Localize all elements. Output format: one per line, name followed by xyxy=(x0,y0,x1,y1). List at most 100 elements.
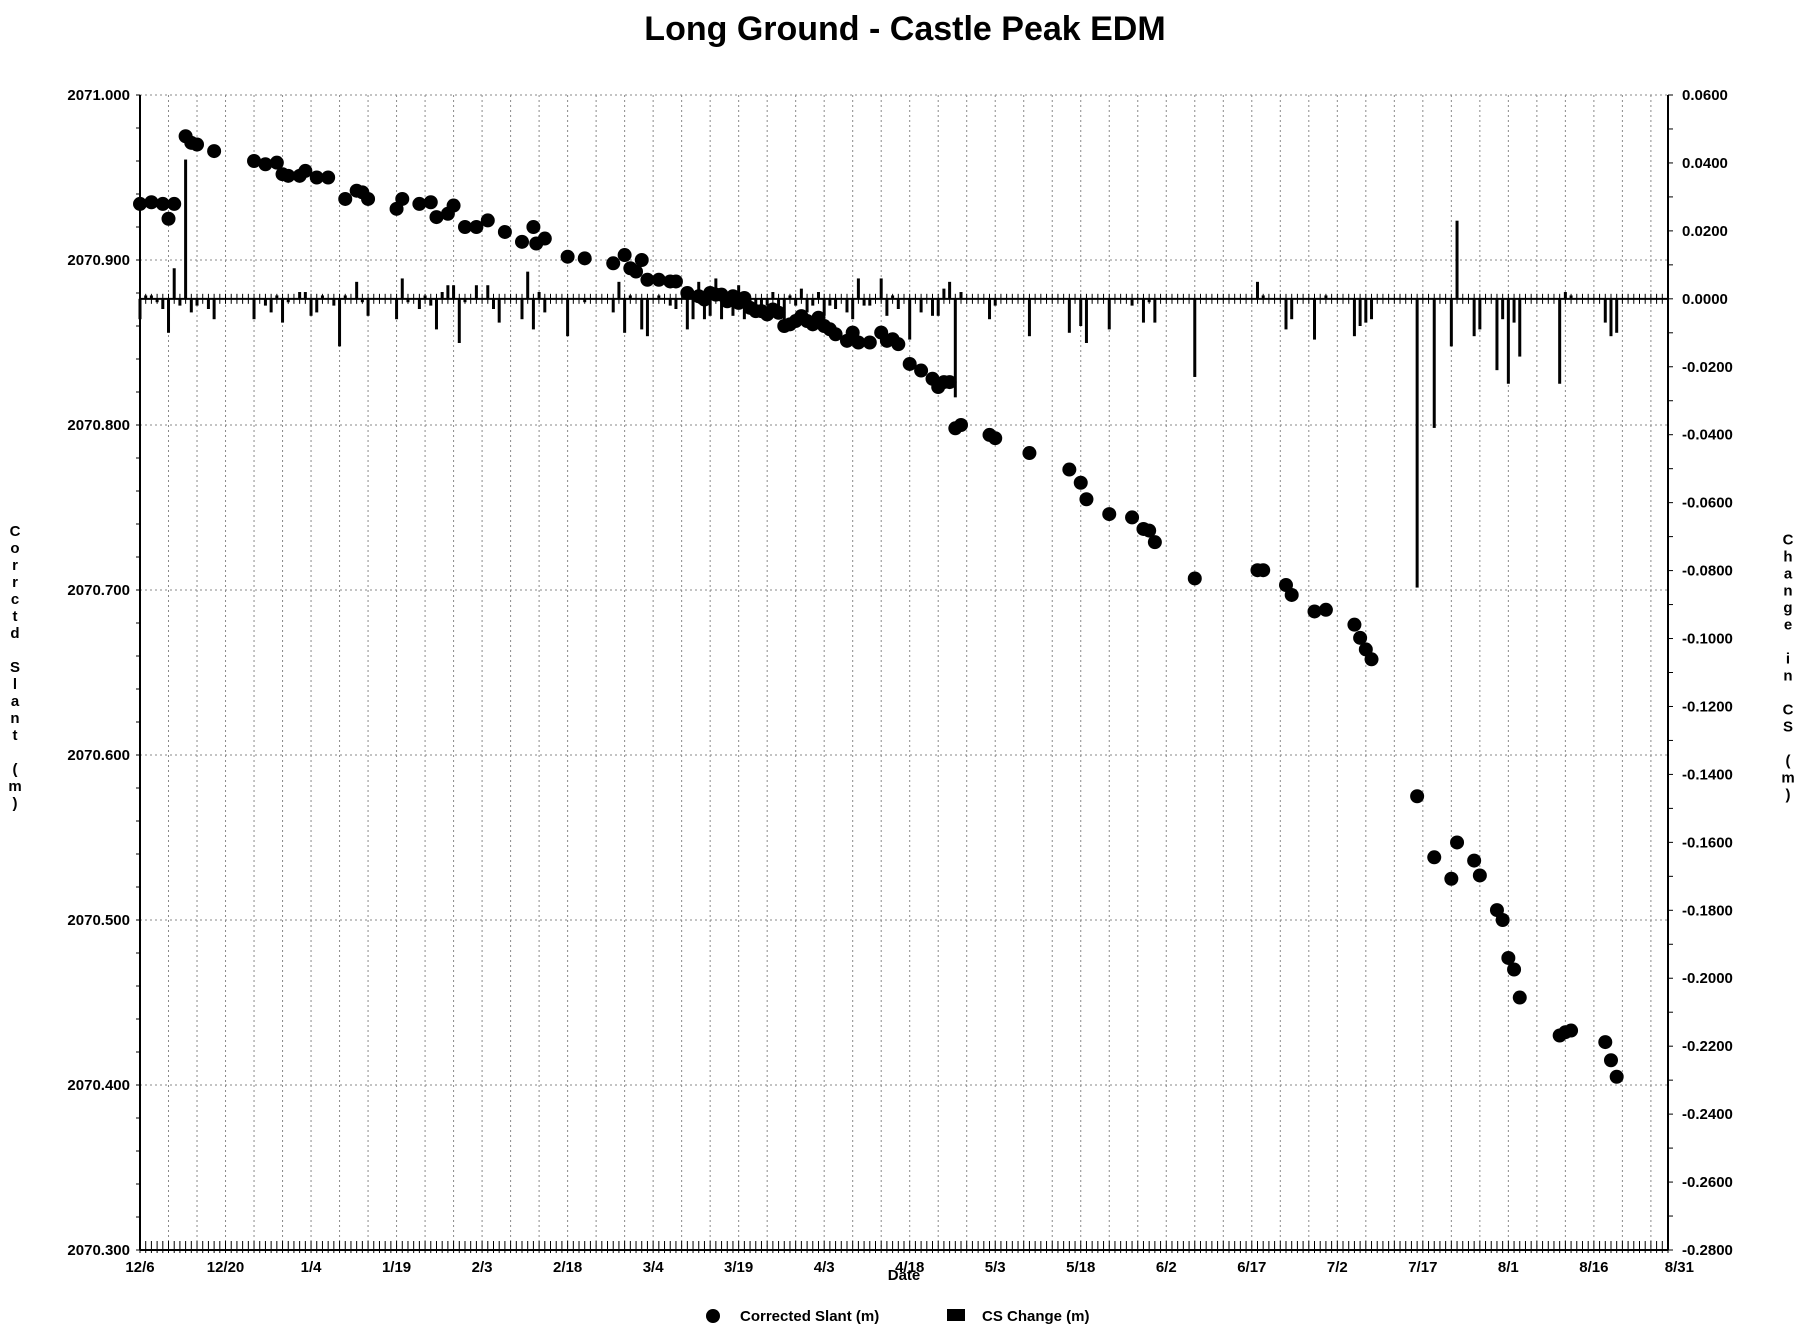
cs-change-bar xyxy=(446,285,450,299)
cs-change-bar xyxy=(212,298,216,320)
cs-change-bar xyxy=(1107,298,1111,330)
corrected-slant-point xyxy=(497,224,512,239)
cs-change-bar xyxy=(720,298,724,320)
axis-label-char: n xyxy=(1783,583,1792,600)
y-tick-label: 2070.400 xyxy=(67,1077,130,1094)
cs-change-bar xyxy=(1478,298,1482,330)
cs-change-bar xyxy=(206,298,210,310)
axis-label-char: C xyxy=(1783,532,1794,549)
cs-change-bar xyxy=(908,298,912,340)
y2-tick-label: -0.1000 xyxy=(1682,631,1733,648)
y2-tick-label: 0.0400 xyxy=(1682,155,1728,172)
legend-marker-circle xyxy=(706,1309,720,1323)
cs-change-bar xyxy=(1255,281,1259,299)
axis-label-char xyxy=(1786,736,1790,753)
cs-change-bar xyxy=(161,298,165,310)
cs-change-bar xyxy=(1615,298,1619,333)
corrected-slant-point xyxy=(1142,523,1157,538)
corrected-slant-point xyxy=(338,191,353,206)
y2-tick-label: -0.2200 xyxy=(1682,1038,1733,1055)
corrected-slant-point xyxy=(526,220,541,234)
cs-change-bar xyxy=(526,271,530,299)
corrected-slant-point xyxy=(914,363,929,378)
y2-tick-label: -0.1800 xyxy=(1682,902,1733,919)
corrected-slant-point xyxy=(1307,604,1322,619)
corrected-slant-point xyxy=(862,335,877,350)
y-tick-label: 2070.900 xyxy=(67,252,130,269)
cs-change-bar xyxy=(1609,298,1613,337)
corrected-slant-point xyxy=(1073,475,1088,490)
cs-change-bar xyxy=(189,298,193,313)
axis-label-char: e xyxy=(1784,617,1792,634)
corrected-slant-point xyxy=(1512,990,1527,1005)
cs-change-bar xyxy=(417,298,421,310)
corrected-slant-point xyxy=(281,168,296,183)
y-tick-label: 2070.700 xyxy=(67,582,130,599)
cs-change-bar xyxy=(845,298,849,313)
corrected-slant-point xyxy=(1507,962,1522,977)
cs-change-bar xyxy=(942,288,946,299)
axis-label-char xyxy=(1786,685,1790,702)
cs-change-bar xyxy=(936,298,940,316)
x-tick-label: 5/18 xyxy=(1066,1259,1095,1276)
cs-change-bar xyxy=(919,298,923,313)
corrected-slant-point xyxy=(1318,602,1333,617)
y2-tick-label: -0.0400 xyxy=(1682,427,1733,444)
y2-tick-label: 0.0200 xyxy=(1682,223,1728,240)
axis-label-char: d xyxy=(10,625,19,642)
corrected-slant-point xyxy=(155,196,170,211)
corrected-slant-point xyxy=(457,220,472,234)
corrected-slant-point xyxy=(1467,853,1482,868)
axis-label-char: ( xyxy=(13,761,18,778)
cs-change-bar xyxy=(1506,298,1510,384)
corrected-slant-point xyxy=(537,231,552,246)
y2-tick-label: -0.0600 xyxy=(1682,495,1733,512)
x-tick-label: 12/20 xyxy=(207,1259,245,1276)
x-tick-label: 6/17 xyxy=(1237,1259,1266,1276)
y-tick-label: 2070.300 xyxy=(67,1242,130,1259)
cs-change-bar xyxy=(645,298,649,337)
cs-change-bar xyxy=(708,298,712,316)
cs-change-bar xyxy=(856,278,860,299)
cs-change-bar xyxy=(1290,298,1294,320)
cs-change-bar xyxy=(543,298,547,313)
x-tick-label: 7/17 xyxy=(1408,1259,1437,1276)
x-tick-label: 8/16 xyxy=(1579,1259,1608,1276)
cs-change-bar xyxy=(953,298,957,398)
corrected-slant-point xyxy=(1079,492,1094,507)
x-tick-label: 8/31 xyxy=(1665,1259,1694,1276)
cs-change-bar xyxy=(1455,220,1459,299)
cs-change-bar xyxy=(1084,298,1088,343)
axis-label-char: t xyxy=(13,727,18,744)
cs-change-bar xyxy=(1352,298,1356,337)
cs-change-bar xyxy=(948,281,952,299)
corrected-slant-point xyxy=(1256,563,1271,578)
cs-change-bar xyxy=(617,281,621,299)
corrected-slant-point xyxy=(1609,1069,1624,1084)
cs-change-bar xyxy=(691,298,695,320)
cs-change-bar xyxy=(520,298,524,320)
corrected-slant-point xyxy=(1353,630,1368,645)
x-tick-label: 3/19 xyxy=(724,1259,753,1276)
corrected-slant-point xyxy=(668,274,683,289)
corrected-slant-point xyxy=(634,253,649,267)
corrected-slant-point xyxy=(1472,868,1487,883)
corrected-slant-point xyxy=(515,234,529,249)
cs-change-bar xyxy=(1518,298,1522,357)
cs-change-bar xyxy=(885,298,889,316)
y2-tick-label: -0.2800 xyxy=(1682,1242,1733,1259)
cs-change-bar xyxy=(434,298,438,330)
axis-label-char: i xyxy=(1786,651,1790,668)
grid-lines xyxy=(140,94,1668,1250)
corrected-slant-point xyxy=(988,431,1003,446)
corrected-slant-point xyxy=(1598,1035,1613,1050)
corrected-slant-point xyxy=(190,137,205,152)
x-tick-label: 6/2 xyxy=(1156,1259,1177,1276)
y2-tick-label: 0.0000 xyxy=(1682,291,1728,308)
corrected-slant-point xyxy=(429,210,444,225)
axis-label-char: o xyxy=(10,540,19,557)
cs-change-bar xyxy=(355,281,359,299)
